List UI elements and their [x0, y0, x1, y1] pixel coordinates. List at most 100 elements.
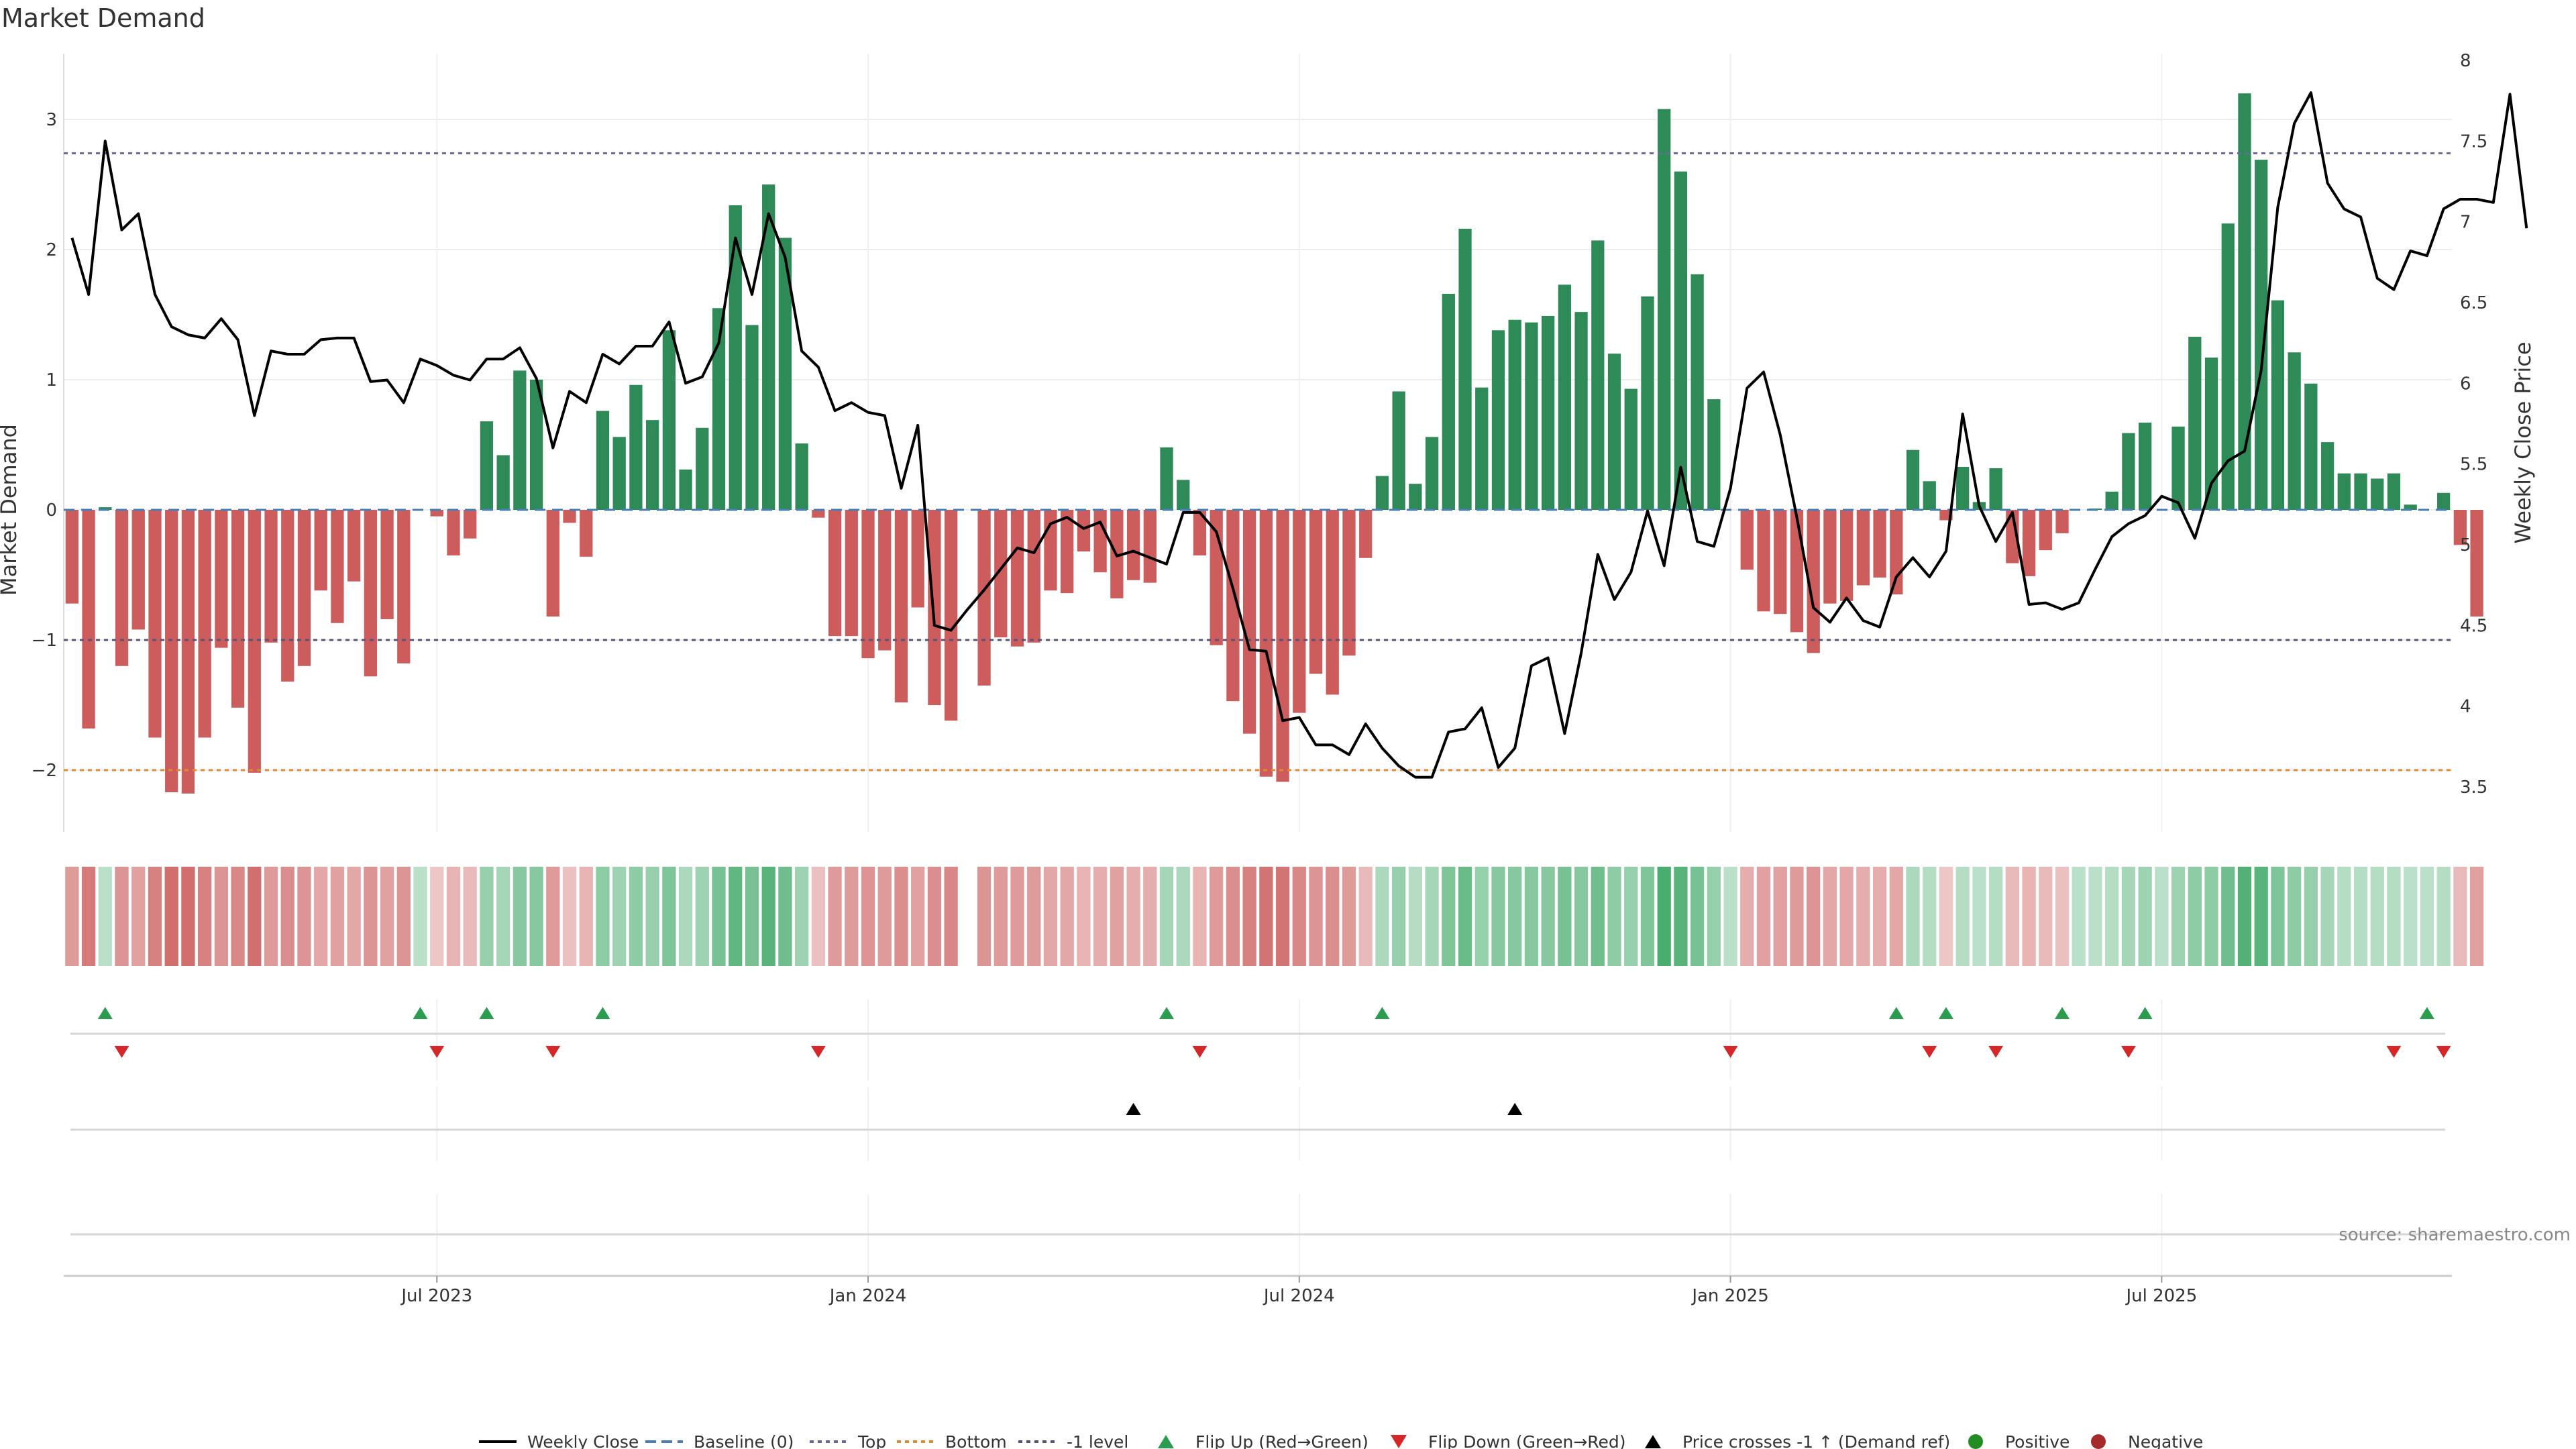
- heat-cell-78: [1358, 867, 1373, 966]
- demand-bar-138: [2354, 473, 2367, 510]
- demand-bar-107: [1839, 510, 1854, 601]
- heat-cell-45: [811, 867, 825, 966]
- heat-cell-58: [1027, 867, 1041, 966]
- demand-bar-145: [2470, 510, 2483, 617]
- legend: Weekly Close Baseline (0) Top Bottom -1 leve…: [479, 1432, 2203, 1449]
- right-tick-label-8: 4: [2460, 697, 2471, 717]
- demand-bar-132: [2255, 160, 2268, 510]
- demand-bar-120: [2055, 510, 2069, 533]
- demand-bar-31: [580, 510, 593, 557]
- heat-cell-67: [1176, 867, 1190, 966]
- demand-bar-11: [248, 510, 261, 773]
- demand-bar-56: [994, 510, 1008, 638]
- demand-bar-66: [1160, 447, 1173, 510]
- demand-bar-133: [2271, 300, 2285, 510]
- demand-bar-24: [464, 510, 477, 539]
- demand-bar-143: [2436, 492, 2451, 510]
- heat-cell-142: [2420, 867, 2434, 966]
- demand-bar-25: [480, 421, 494, 510]
- demand-bar-36: [662, 330, 676, 510]
- heat-cell-141: [2404, 867, 2418, 966]
- demand-bar-33: [612, 437, 626, 510]
- heat-cell-68: [1193, 867, 1207, 966]
- x-tick-label-0: Jul 2023: [400, 1286, 472, 1306]
- heat-cell-97: [1674, 867, 1688, 966]
- demand-bar-7: [181, 510, 195, 794]
- demand-bar-82: [1425, 437, 1439, 510]
- legend-label-baseline: Baseline (0): [694, 1432, 794, 1449]
- heat-cell-109: [1872, 867, 1887, 966]
- flip-up-marker-7: [1938, 1007, 1953, 1019]
- heat-cell-52: [927, 867, 942, 966]
- right-tick-label-6: 5: [2460, 535, 2471, 555]
- demand-bar-58: [1027, 510, 1040, 643]
- heat-cell-79: [1375, 867, 1389, 966]
- flip-down-marker-7: [1988, 1046, 2004, 1058]
- heat-cell-83: [1442, 867, 1456, 966]
- demand-bar-43: [778, 237, 792, 510]
- left-axis-ticks: 3 2 1 0 −1 −2: [32, 110, 57, 781]
- demand-bar-79: [1375, 476, 1389, 510]
- heat-cell-12: [264, 867, 278, 966]
- heat-cell-105: [1807, 867, 1821, 966]
- demand-bar-109: [1873, 510, 1886, 578]
- heat-cell-63: [1110, 867, 1124, 966]
- right-tick-label-2: 7: [2460, 213, 2471, 233]
- left-axis-title: Market Demand: [0, 424, 21, 596]
- heat-cell-85: [1474, 867, 1489, 966]
- demand-bar-96: [1658, 109, 1671, 511]
- demand-bar-22: [430, 510, 443, 517]
- right-axis-ticks: 8 7.5 7 6.5 6 5.5 5 4.5 4 3.5: [2460, 51, 2487, 798]
- heat-cell-138: [2353, 867, 2368, 966]
- heat-cell-28: [529, 867, 543, 966]
- heat-cell-99: [1707, 867, 1721, 966]
- heat-cell-91: [1574, 867, 1589, 966]
- demand-bar-12: [264, 510, 278, 643]
- demand-bar-35: [645, 420, 659, 510]
- demand-bar-30: [563, 510, 576, 523]
- heat-cell-98: [1690, 867, 1705, 966]
- weekly-close-line-group: [70, 91, 2528, 779]
- heat-cell-134: [2288, 867, 2302, 966]
- heat-cell-112: [1923, 867, 1937, 966]
- demand-bar-34: [629, 384, 643, 510]
- heat-cell-77: [1342, 867, 1356, 966]
- heat-cell-144: [2453, 867, 2467, 966]
- demand-bar-48: [861, 510, 875, 659]
- heat-cell-65: [1143, 867, 1157, 966]
- heat-cell-13: [280, 867, 294, 966]
- heat-cell-6: [164, 867, 178, 966]
- heat-cell-133: [2271, 867, 2285, 966]
- demand-bar-67: [1177, 480, 1190, 510]
- heat-cell-70: [1226, 867, 1240, 966]
- flip-down-marker-9: [2386, 1046, 2402, 1058]
- legend-label-top: Top: [857, 1432, 886, 1449]
- demand-bar-50: [894, 510, 908, 703]
- heat-cell-37: [678, 867, 693, 966]
- demand-bar-123: [2105, 491, 2118, 510]
- demand-bar-1: [82, 510, 95, 729]
- demand-bar-129: [2204, 358, 2218, 510]
- heat-cell-22: [430, 867, 444, 966]
- demand-bar-57: [1010, 510, 1024, 647]
- demand-bar-87: [1508, 319, 1521, 510]
- heat-cell-18: [364, 867, 378, 966]
- heat-cell-8: [198, 867, 212, 966]
- demand-bar-131: [2238, 93, 2251, 510]
- demand-bar-95: [1641, 296, 1654, 510]
- heat-cell-80: [1392, 867, 1406, 966]
- demand-bar-134: [2288, 352, 2301, 510]
- demand-bar-52: [928, 510, 941, 705]
- demand-bar-99: [1707, 399, 1721, 510]
- cross-panel: [70, 1087, 2445, 1161]
- heat-cell-82: [1425, 867, 1439, 966]
- x-axis: Jul 2023 Jan 2024 Jul 2024 Jan 2025 Jul 2025: [64, 1194, 2452, 1306]
- demand-bar-86: [1491, 330, 1505, 510]
- legend-label-positive: Positive: [2005, 1432, 2070, 1449]
- heat-cell-93: [1607, 867, 1621, 966]
- heat-cell-95: [1640, 867, 1655, 966]
- heat-cell-114: [1955, 867, 1970, 966]
- legend-symbol-flip-up: [1158, 1435, 1174, 1448]
- heat-cell-71: [1242, 867, 1256, 966]
